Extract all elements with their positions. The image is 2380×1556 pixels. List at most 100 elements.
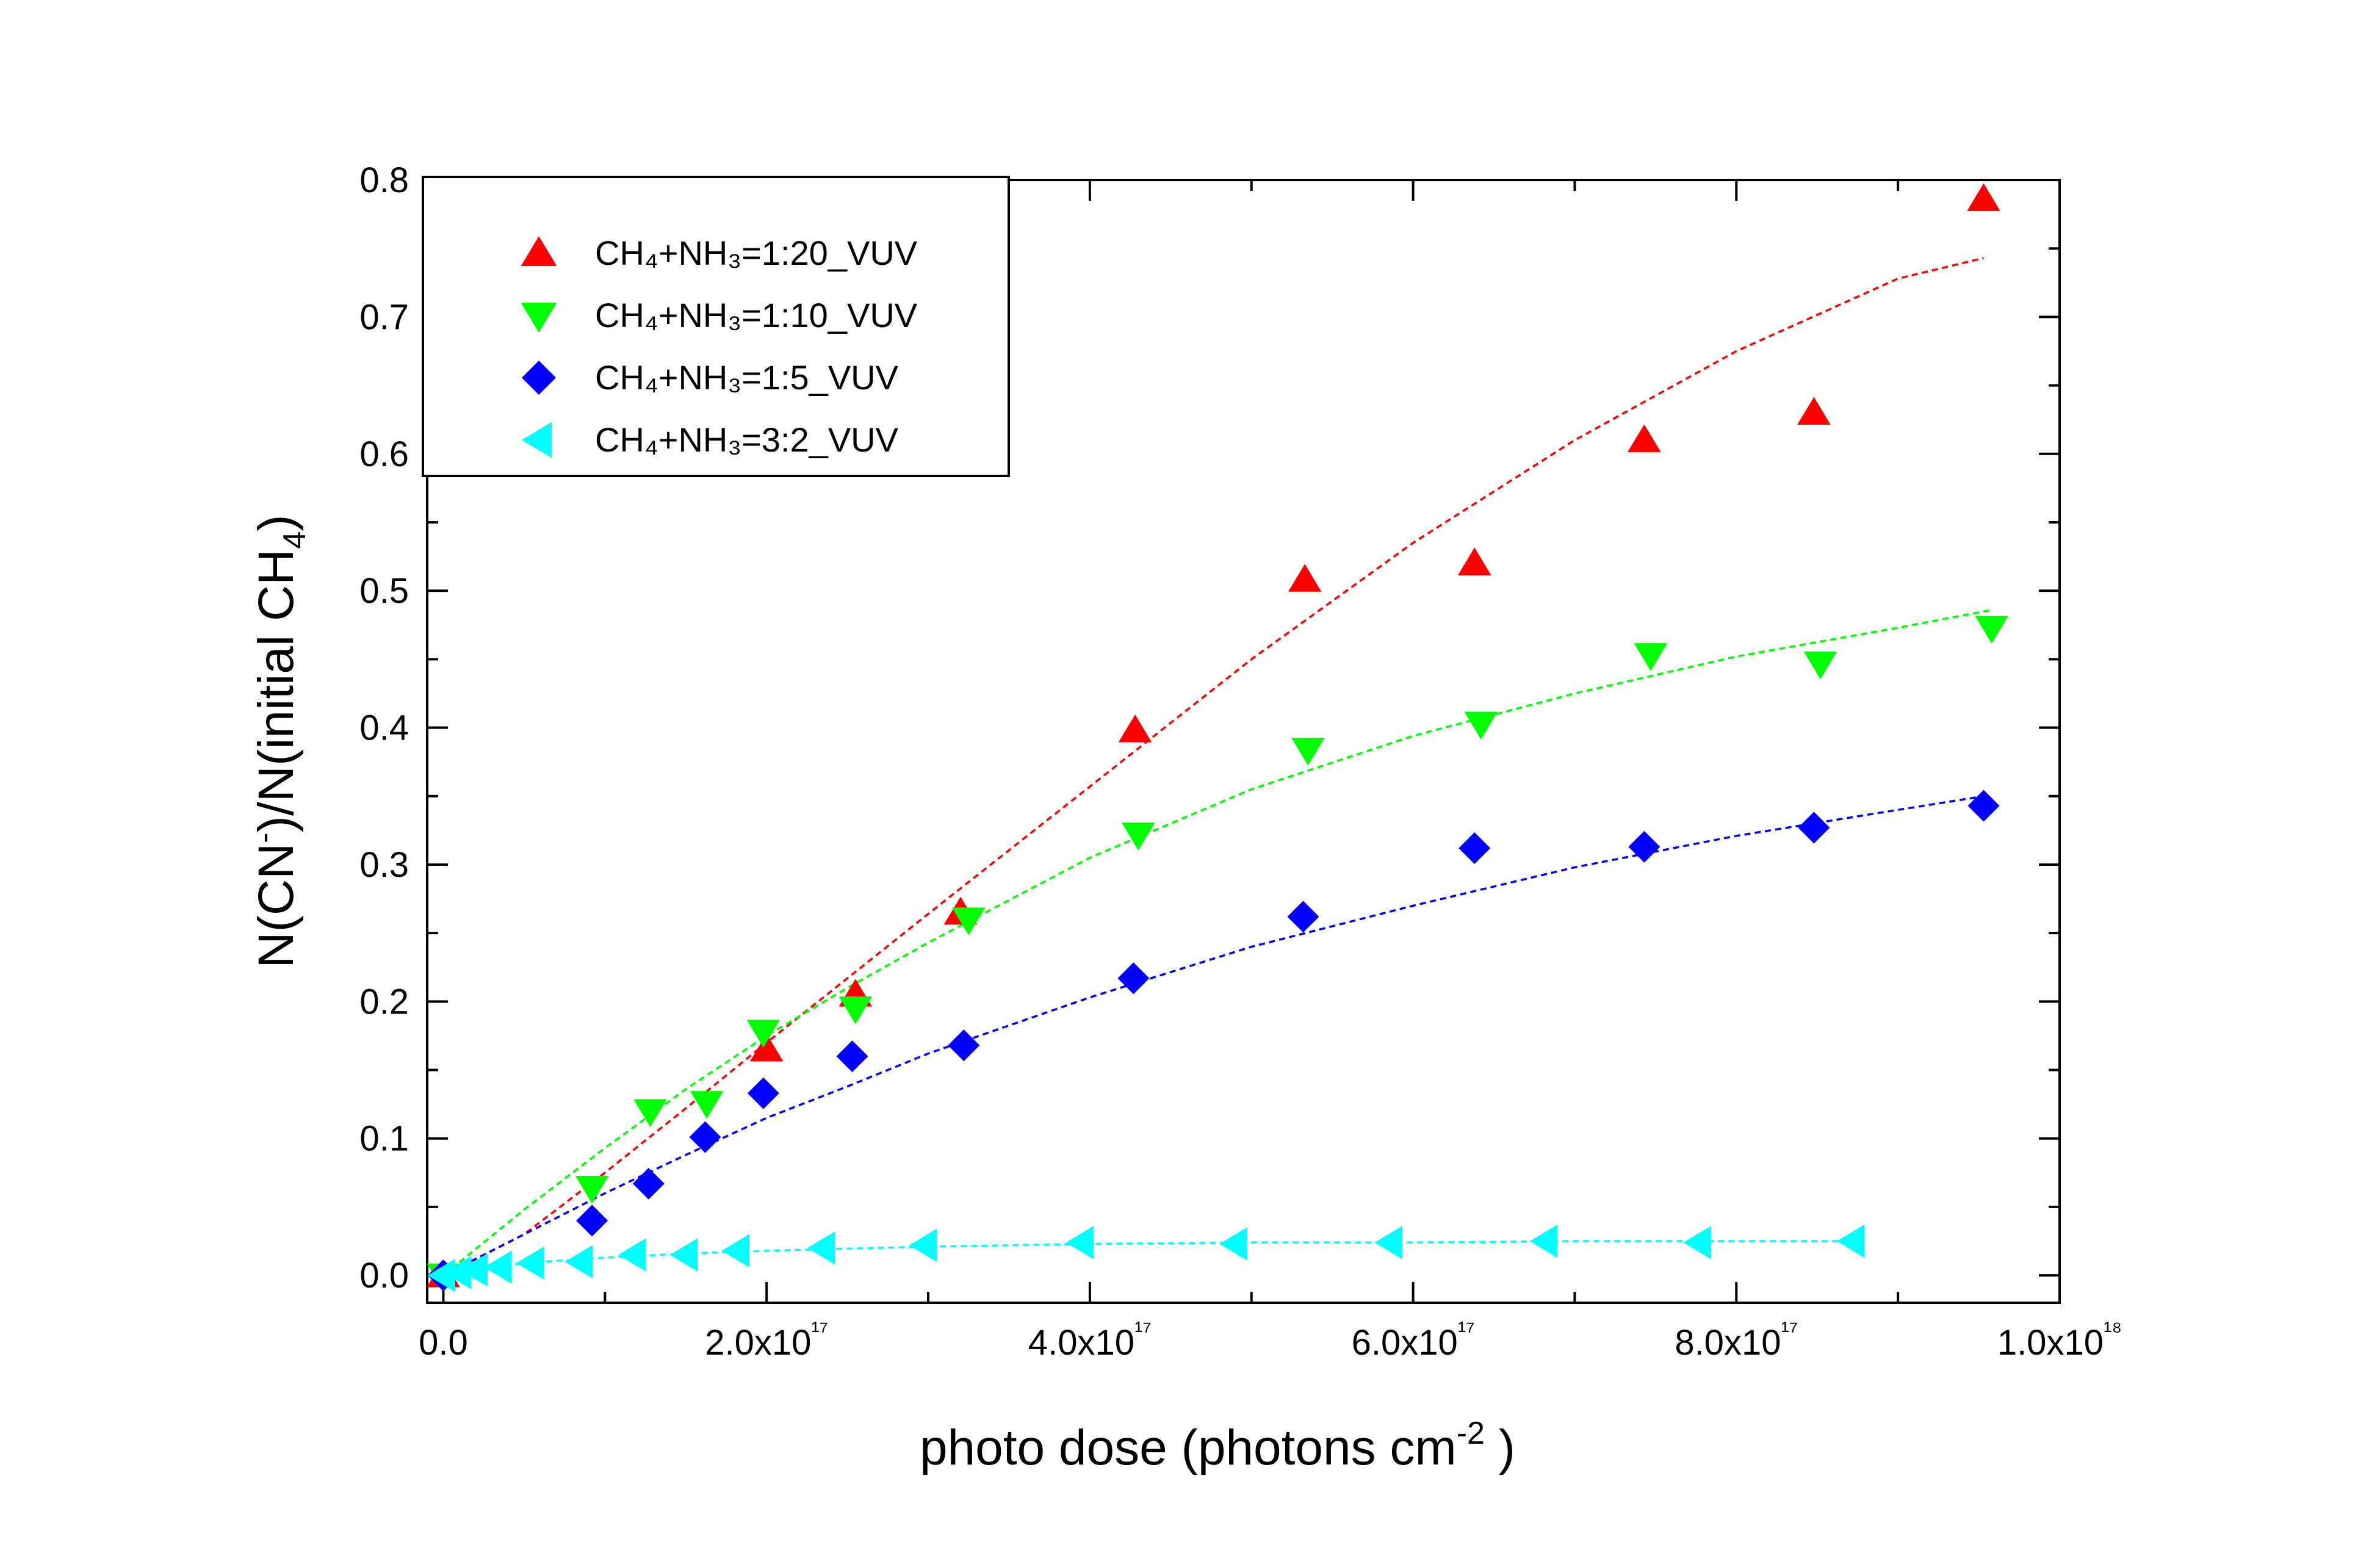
point-series-4 (564, 1245, 593, 1278)
x-axis-title-end: ) (1485, 1420, 1515, 1475)
point-series-1 (1288, 564, 1322, 592)
x-tick-label: 0.0 (419, 1323, 468, 1363)
legend-label-series-1: CH₄+NH₃=1:20_VUV (595, 234, 918, 272)
legend: CH₄+NH₃=1:20_VUV CH₄+NH₃=1:10_VUV CH₄+NH₃=… (422, 176, 1010, 477)
point-series-3 (747, 1077, 779, 1109)
fit-line-series-2 (442, 608, 1992, 1277)
point-series-4 (1219, 1227, 1247, 1261)
point-series-2 (1975, 616, 2009, 644)
legend-label-series-2: CH₄+NH₃=1:10_VUV (595, 296, 918, 334)
point-series-4 (1683, 1225, 1711, 1259)
y-tick-label: 0.0 (359, 1256, 409, 1295)
point-series-3 (689, 1121, 721, 1153)
y-tick-label: 0.1 (359, 1119, 409, 1159)
y-axis-title-end: ) (248, 514, 304, 531)
point-series-2 (1464, 711, 1498, 740)
x-tick-label-exponent: ¹⁷ (1781, 1317, 1798, 1344)
point-series-4 (1529, 1224, 1558, 1258)
point-series-3 (576, 1205, 608, 1237)
point-series-2 (633, 1099, 667, 1127)
y-axis-ticks: 0.0 0.1 0.2 0.3 0.4 0.5 0.6 0.7 0.8 (359, 160, 2060, 1295)
point-series-1 (1797, 397, 1831, 425)
y-axis-title-subscript: 4 (277, 531, 312, 549)
point-series-4 (460, 1253, 488, 1287)
x-tick-label-mantissa: 2.0x10 (705, 1323, 811, 1363)
y-tick-label: 0.6 (359, 434, 409, 474)
x-tick-label-mantissa: 8.0x10 (1675, 1323, 1781, 1363)
point-series-4 (1374, 1225, 1403, 1259)
point-series-4 (1836, 1224, 1865, 1258)
legend-marker-series-2 (521, 303, 557, 333)
x-axis-title-main: photo dose (photons cm (920, 1420, 1457, 1475)
point-series-4 (1066, 1225, 1094, 1259)
point-series-2 (690, 1090, 724, 1119)
point-series-2 (1291, 737, 1325, 766)
y-axis-title: N(CN-)/N(initial CH4) (247, 514, 312, 968)
x-tick-label: 8.0x10¹⁷ (1675, 1317, 1798, 1363)
point-series-2 (1634, 643, 1668, 671)
point-series-1 (1457, 547, 1491, 575)
y-axis-title-mid: )/N(initial CH (248, 549, 304, 833)
point-series-4 (909, 1228, 937, 1262)
fit-lines (442, 257, 1992, 1277)
point-series-2 (1122, 823, 1155, 851)
point-series-2 (1803, 651, 1837, 680)
point-series-3 (1459, 832, 1491, 865)
fit-line-series-3 (442, 795, 1984, 1277)
x-tick-label-exponent: ¹⁷ (1134, 1317, 1152, 1344)
legend-label-series-3: CH₄+NH₃=1:5_VUV (595, 358, 899, 397)
point-series-2 (746, 1020, 781, 1048)
point-series-3 (948, 1029, 980, 1062)
point-series-3 (836, 1040, 868, 1073)
point-series-2 (951, 907, 986, 935)
point-series-3 (1967, 790, 2000, 822)
x-tick-label: 6.0x10¹⁷ (1352, 1317, 1475, 1363)
x-tick-label-mantissa: 4.0x10 (1028, 1323, 1134, 1363)
fit-line-series-1 (442, 257, 1984, 1277)
x-tick-label: 4.0x10¹⁷ (1028, 1317, 1152, 1363)
x-axis-title-exponent: -2 (1457, 1416, 1485, 1451)
point-series-4 (669, 1238, 698, 1272)
data-points (427, 183, 2009, 1292)
point-series-1 (1967, 183, 2000, 211)
point-series-3 (632, 1167, 665, 1200)
x-axis-ticks: 0.0 2.0x10¹⁷ 4.0x10¹⁷ 6.0x10¹⁷ 8.0x10¹⁷ 1.0x1… (419, 180, 2122, 1363)
y-tick-label: 0.3 (359, 845, 409, 885)
point-series-1 (1118, 715, 1152, 743)
x-tick-label-exponent: ¹⁸ (2104, 1317, 2122, 1344)
y-tick-label: 0.7 (359, 297, 409, 337)
fit-line-series-4 (443, 1240, 1853, 1277)
point-series-4 (484, 1250, 512, 1284)
point-series-4 (807, 1231, 835, 1265)
point-series-3 (1628, 830, 1661, 863)
point-series-4 (427, 1258, 455, 1292)
legend-marker-series-1 (521, 236, 557, 266)
y-axis-title-main: N(CN (248, 843, 304, 968)
point-series-3 (1798, 812, 1830, 844)
legend-marker-series-4 (522, 422, 552, 458)
point-series-3 (1117, 962, 1150, 995)
x-tick-label-exponent: ¹⁷ (1458, 1317, 1475, 1344)
legend-box (422, 176, 1010, 477)
y-tick-label: 0.2 (359, 982, 409, 1021)
point-series-4 (516, 1246, 544, 1280)
point-series-3 (1287, 901, 1319, 933)
point-series-2 (575, 1176, 609, 1204)
y-tick-label: 0.8 (359, 160, 409, 200)
x-tick-label-mantissa: 6.0x10 (1352, 1323, 1458, 1363)
x-tick-label-mantissa: 1.0x10 (1997, 1323, 2104, 1363)
y-tick-label: 0.4 (359, 708, 409, 748)
plot-frame (426, 179, 2061, 1304)
x-axis-title: photo dose (photons cm-2 ) (920, 1416, 1515, 1475)
point-series-4 (721, 1234, 750, 1268)
x-tick-label: 1.0x10¹⁸ (1997, 1317, 2122, 1363)
legend-label-series-4: CH₄+NH₃=3:2_VUV (595, 420, 899, 459)
y-axis-title-superscript: - (247, 832, 282, 843)
point-series-1 (749, 1033, 784, 1062)
point-series-1 (1628, 424, 1661, 452)
x-tick-label: 2.0x10¹⁷ (705, 1317, 828, 1363)
x-tick-label-exponent: ¹⁷ (811, 1317, 828, 1344)
point-series-4 (618, 1238, 646, 1272)
point-series-2 (838, 996, 873, 1025)
